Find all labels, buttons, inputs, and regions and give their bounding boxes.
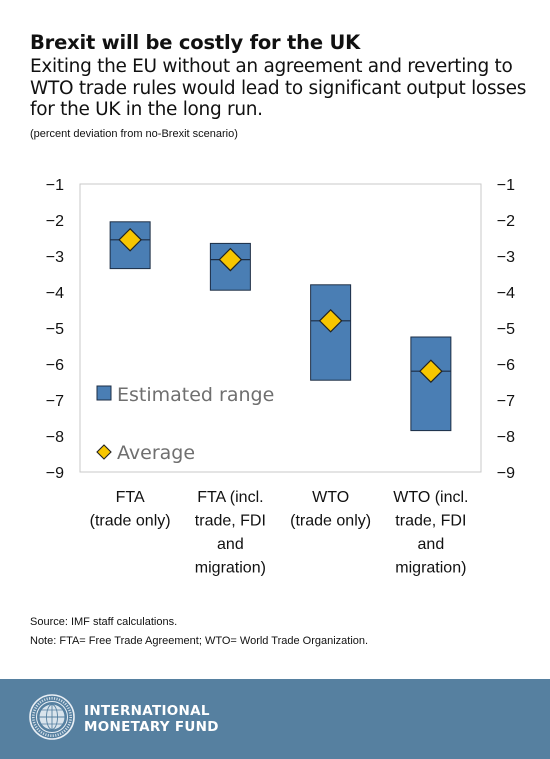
y-tick-label-right: −8 xyxy=(497,429,515,446)
x-category-label-line: FTA xyxy=(116,489,145,506)
x-category-label-line: FTA (incl. xyxy=(197,489,263,506)
abbreviation-note: Note: FTA= Free Trade Agreement; WTO= Wo… xyxy=(30,635,369,647)
range-chart: −1 −1 −2 −2 −3 −3 −4 −4 −5 −5 −6 −6 −7 −7 −8 −8 −9 −9 FTA (… xyxy=(46,177,515,577)
x-category-label-line: trade, FDI xyxy=(395,513,466,530)
x-category-label-line: (trade only) xyxy=(90,513,171,530)
y-tick-label-left: −3 xyxy=(46,249,64,266)
org-name-line-2: MONETARY FUND xyxy=(84,718,219,735)
x-category-label-line: (trade only) xyxy=(290,513,371,530)
legend-range-label: Estimated range xyxy=(117,384,274,406)
y-tick-label-left: −4 xyxy=(46,285,64,302)
y-tick-label-left: −6 xyxy=(46,357,64,374)
x-category-label: WTO (incl. trade, FDI and migration) xyxy=(393,489,468,577)
average-marker xyxy=(318,308,343,333)
x-category-label-line: and xyxy=(217,536,244,553)
y-tick-label-left: −1 xyxy=(46,177,64,194)
x-category-label: FTA (trade only) xyxy=(90,489,171,530)
x-category-label-line: migration) xyxy=(395,560,466,577)
y-tick-label-left: −7 xyxy=(46,393,64,410)
x-category-label: WTO (trade only) xyxy=(290,489,371,530)
imf-seal-icon xyxy=(29,694,75,740)
y-tick-label-left: −8 xyxy=(46,429,64,446)
y-tick-label-right: −2 xyxy=(497,213,515,230)
plot-area-frame xyxy=(79,183,482,473)
y-tick-label-left: −9 xyxy=(46,465,64,482)
y-tick-label-right: −3 xyxy=(497,249,515,266)
org-name-line-1: INTERNATIONAL xyxy=(84,703,210,719)
y-tick-label-right: −6 xyxy=(497,357,515,374)
y-tick-label-right: −7 xyxy=(497,393,515,410)
x-category-label: FTA (incl. trade, FDI and migration) xyxy=(195,489,266,577)
x-category-label-line: WTO (incl. xyxy=(393,489,468,506)
chart-subtitle: Exiting the EU without an agreement and … xyxy=(30,56,527,120)
y-tick-label-right: −9 xyxy=(497,465,515,482)
chart-title: Brexit will be costly for the UK xyxy=(30,31,361,54)
legend-average-label: Average xyxy=(117,442,195,464)
y-tick-label-left: −2 xyxy=(46,213,64,230)
chart-units-note: (percent deviation from no-Brexit scenar… xyxy=(30,128,238,140)
imf-footer-banner: INTERNATIONAL MONETARY FUND xyxy=(0,679,550,759)
range-bar xyxy=(410,336,452,432)
y-tick-label-right: −1 xyxy=(497,177,515,194)
average-marker xyxy=(118,227,142,252)
x-category-label-line: WTO xyxy=(312,489,349,506)
y-tick-label-right: −5 xyxy=(497,321,515,338)
y-tick-label-right: −4 xyxy=(497,285,515,302)
x-category-label-line: migration) xyxy=(195,560,266,577)
organization-name: INTERNATIONAL MONETARY FUND xyxy=(84,703,219,735)
x-category-label-line: and xyxy=(418,536,445,553)
y-tick-label-left: −5 xyxy=(46,321,64,338)
average-marker xyxy=(218,247,243,272)
x-category-label-line: trade, FDI xyxy=(195,513,266,530)
legend-range-swatch xyxy=(96,385,112,401)
legend-average-swatch xyxy=(96,444,112,460)
average-marker xyxy=(419,359,443,384)
source-note: Source: IMF staff calculations. xyxy=(30,616,178,628)
